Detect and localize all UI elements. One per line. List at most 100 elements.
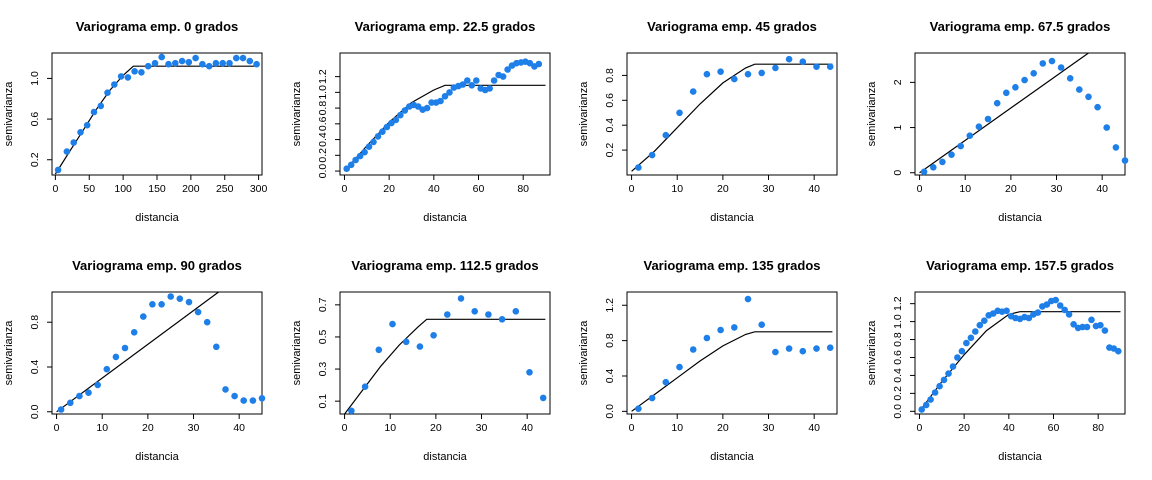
variogram-panel: Variograma emp. 112.5 grados 0 10 20 30 40 0.1… [291,258,551,463]
y-tick-label: 0.2 [317,148,329,163]
semivariance-point [138,69,145,76]
x-tick-label: 20 [958,422,970,434]
semivariance-point [939,158,946,166]
semivariance-point [498,316,506,323]
y-tick-label: 0.2 [892,386,904,401]
semivariance-point [441,93,449,100]
x-tick-label: 20 [717,183,729,195]
x-tick-label: 40 [521,422,533,434]
semivariance-point [194,308,202,316]
y-tick-label: 0.2 [29,152,41,167]
semivariance-point [444,311,451,318]
y-axis-label: semivarianza [3,320,15,386]
semivariance-point [1088,316,1095,324]
semivariance-point [703,334,711,342]
semivariance-point [57,406,65,413]
x-tick-label: 40 [233,422,245,434]
semivariance-point [77,129,84,136]
semivariance-point [124,74,132,81]
y-tick-label: 2 [892,79,904,85]
y-tick-label: 0.0 [317,164,329,179]
semivariance-point [144,62,152,70]
x-tick-label: 10 [671,183,683,195]
semivariance-point [172,59,179,67]
semivariance-point [253,60,260,68]
y-tick-label: 1.0 [29,71,41,86]
semivariance-point [799,347,807,355]
semivariance-point [222,386,229,393]
semivariance-point [375,346,383,354]
x-tick-label: 150 [148,183,166,195]
y-tick-label: 0.6 [29,112,41,127]
y-tick-label: 0.6 [604,93,616,108]
plot-frame [914,291,1126,415]
semivariance-point [1043,301,1051,308]
semivariance-point [993,99,1001,107]
semivariance-point [1057,64,1065,71]
semivariance-point [785,55,793,63]
semivariance-point [54,166,62,174]
semivariance-point [401,107,409,114]
x-tick-label: 20 [1005,183,1017,195]
semivariance-point [1121,157,1129,164]
semivariance-point [1025,314,1033,322]
semivariance-point [486,85,494,92]
semivariance-point [922,401,930,409]
y-tick-label: 0.0 [604,404,616,419]
semivariance-point [717,68,724,75]
y-tick-label: 0.4 [29,360,41,375]
semivariance-point [473,77,480,84]
x-tick-label: 20 [430,422,442,434]
variogram-panel: Variograma emp. 0 grados 0 50 100 150 200 250 3… [3,19,268,224]
x-tick-label: 50 [83,183,95,195]
semivariance-point [1112,144,1120,151]
y-tick-label: 0.1 [317,394,329,409]
y-tick-label: 0.8 [892,332,904,347]
y-tick-label: 1 [892,124,904,130]
semivariance-point [931,389,939,396]
semivariance-point [731,324,738,331]
semivariance-point [535,60,543,68]
semivariance-point [343,165,351,172]
semivariance-point [1103,124,1110,131]
x-tick-label: 10 [671,422,683,434]
plot-frame [626,52,838,176]
semivariance-point [167,293,174,300]
semivariance-point [192,54,199,62]
semivariance-point [374,133,382,140]
semivariance-point [731,75,738,83]
y-tick-label: 1.2 [317,69,329,84]
semivariance-point [83,121,91,129]
semivariance-point [918,406,925,413]
x-tick-label: 10 [96,422,108,434]
y-axis-label: semivarianza [578,320,590,386]
model-curve [631,331,833,412]
semivariance-point [212,59,220,67]
panel-title: Variograma emp. 90 grados [72,258,242,273]
x-axis-label: distancia [998,451,1042,463]
semivariance-point [920,168,928,176]
semivariance-point [1076,86,1083,93]
semivariance-point [744,295,752,303]
y-tick-label: 1.2 [892,296,904,311]
semivariance-point [717,326,724,334]
panel-title: Variograma emp. 135 grados [643,258,820,273]
y-tick-label: 0.5 [317,329,329,344]
semivariance-point [63,148,71,155]
semivariance-point [258,395,266,402]
semivariance-point [185,298,193,306]
x-tick-label: 0 [917,183,923,195]
semivariance-point [976,321,984,329]
semivariance-point [468,82,476,89]
semivariance-point [437,97,444,105]
x-axis-label: distancia [135,212,179,224]
semivariance-point [67,399,74,407]
semivariance-point [76,392,83,400]
y-tick-label: 0.4 [604,369,616,384]
model-curve [919,53,1089,174]
x-axis-label: distancia [423,212,467,224]
y-tick-label: 0.6 [892,350,904,365]
semivariance-point [389,320,396,328]
semivariance-point [662,131,670,139]
